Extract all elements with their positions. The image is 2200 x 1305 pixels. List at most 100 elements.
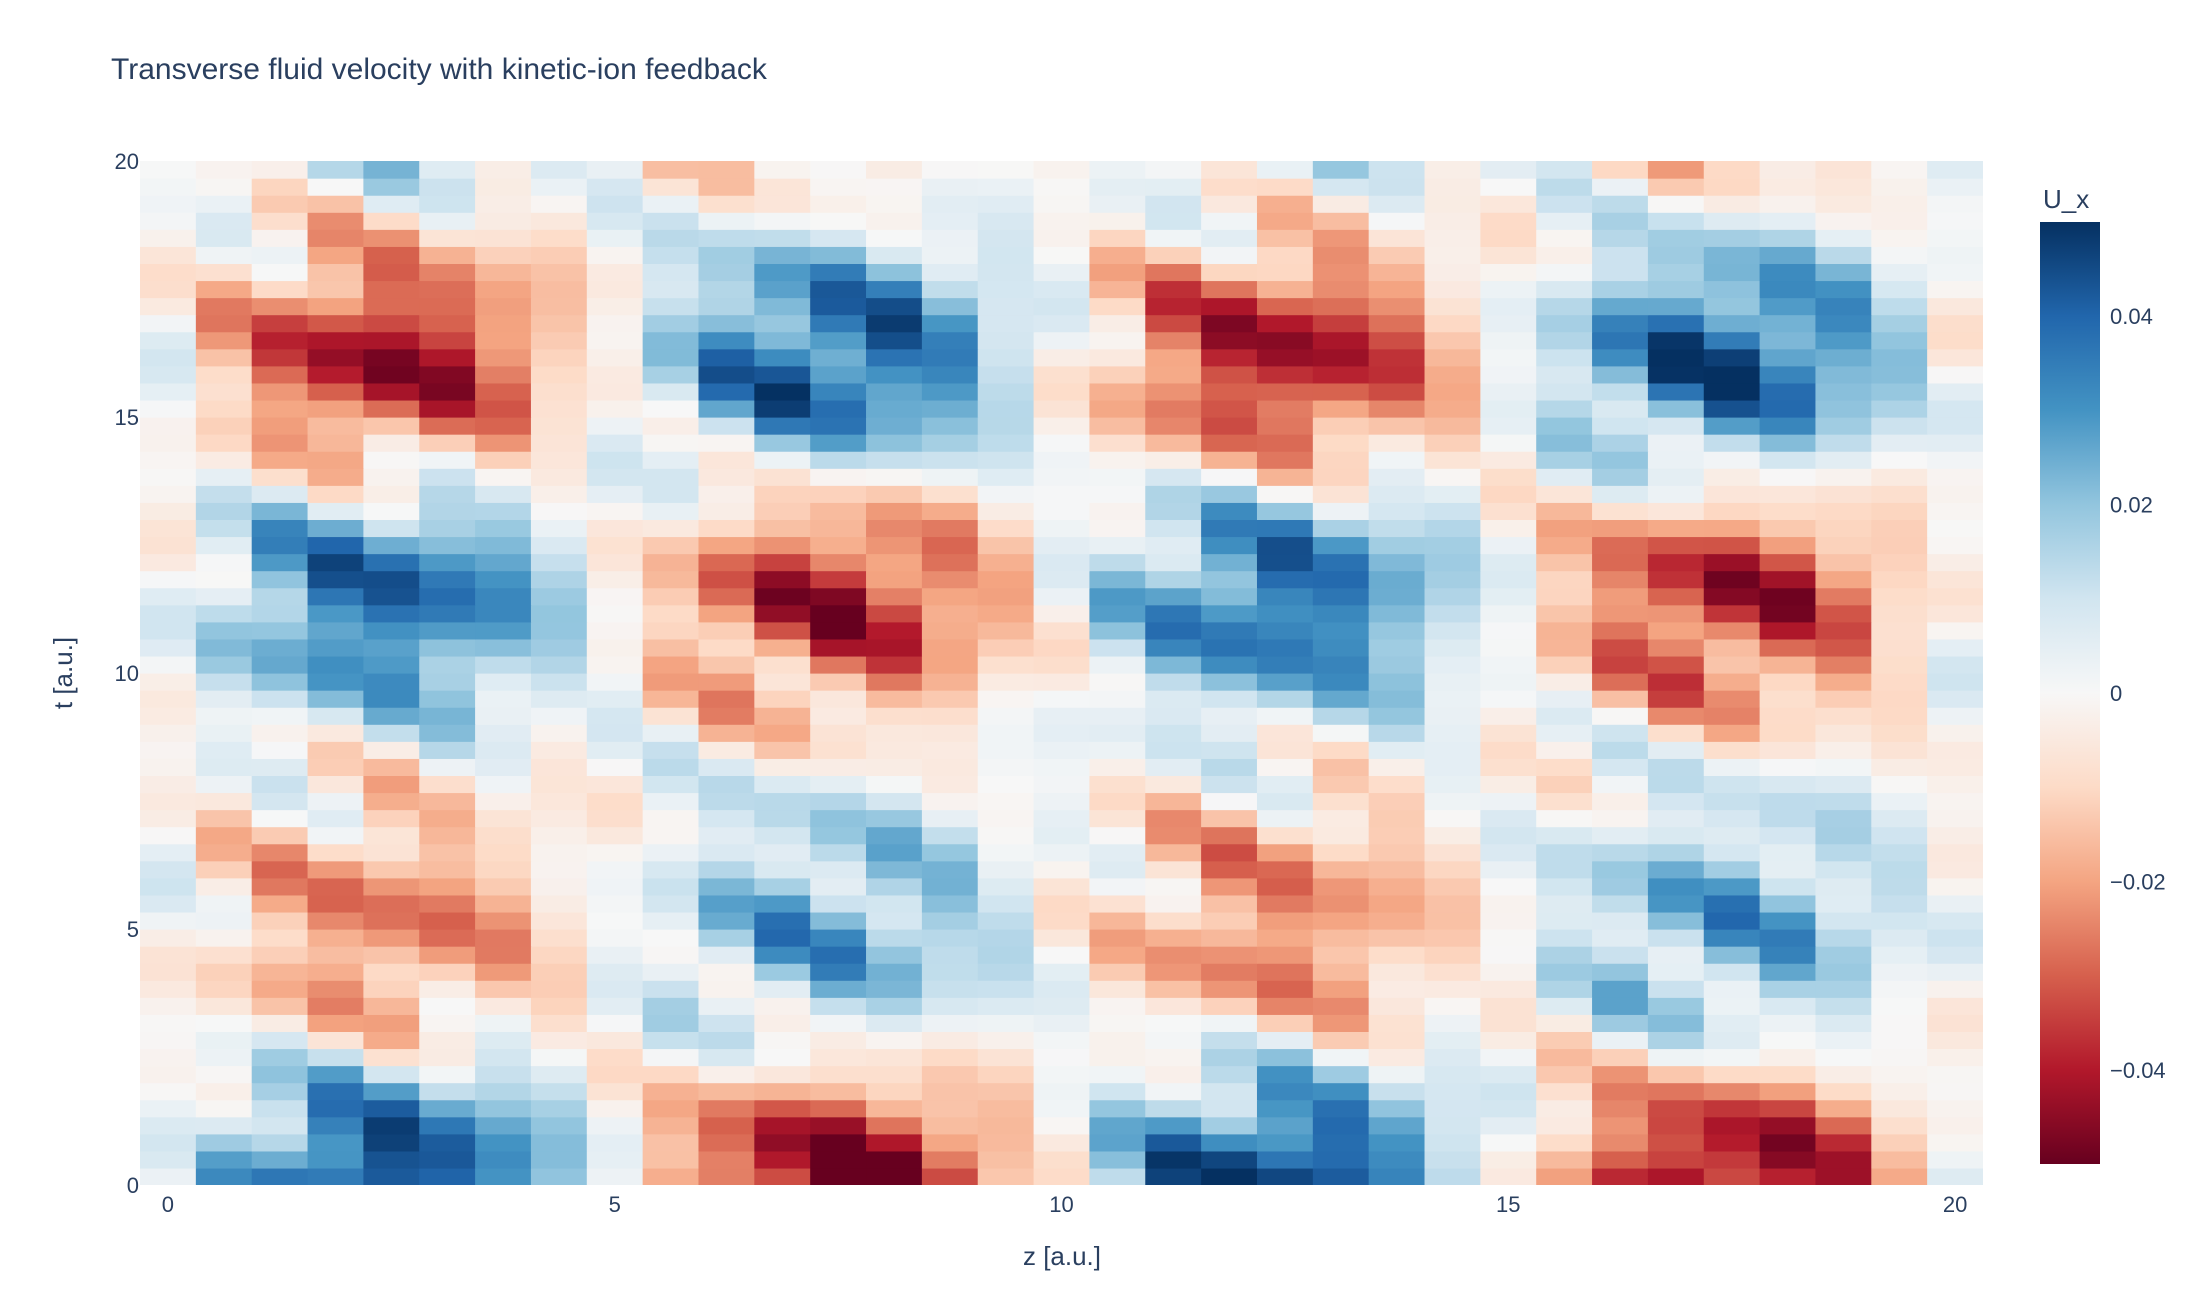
heatmap-cell <box>1256 690 1314 708</box>
heatmap-cell <box>1871 536 1928 555</box>
y-tick-label: 5 <box>127 917 139 942</box>
heatmap-cell <box>1424 877 1481 896</box>
heatmap-cell <box>754 195 811 213</box>
heatmap-cell <box>1703 1099 1761 1118</box>
heatmap-cell <box>1592 621 1649 640</box>
heatmap-cell <box>810 348 867 367</box>
heatmap-cell <box>754 843 811 862</box>
heatmap-cell <box>1145 894 1202 913</box>
heatmap-cell <box>698 314 755 333</box>
heatmap-cell <box>1312 946 1370 964</box>
heatmap-cell <box>1312 1133 1370 1152</box>
heatmap-cell <box>1703 1167 1761 1185</box>
heatmap-cell <box>754 1167 811 1185</box>
heatmap-cell <box>1033 178 1091 196</box>
heatmap-cell <box>698 246 755 264</box>
heatmap-cell <box>754 877 811 896</box>
heatmap-cell <box>251 587 309 606</box>
heatmap-cell <box>1089 161 1146 179</box>
heatmap-cell <box>1033 417 1091 435</box>
heatmap-cell <box>475 485 532 503</box>
heatmap-cell <box>1703 843 1761 862</box>
heatmap-cell <box>1536 280 1593 299</box>
heatmap-cell <box>1703 946 1761 964</box>
heatmap-cell <box>1871 1048 1928 1067</box>
heatmap-cell <box>140 365 197 384</box>
heatmap-cell <box>140 519 197 538</box>
heatmap-cell <box>698 911 755 930</box>
heatmap-cell <box>1703 1065 1761 1084</box>
heatmap-cell <box>1927 348 1983 367</box>
heatmap-cell <box>1256 1082 1314 1101</box>
heatmap-cell <box>1424 792 1481 811</box>
heatmap-cell <box>866 792 923 811</box>
heatmap-cell <box>1871 911 1928 930</box>
heatmap-cell <box>977 417 1035 435</box>
heatmap-cell <box>1927 1082 1983 1101</box>
heatmap-cell <box>1480 1048 1537 1067</box>
heatmap-cell <box>1089 178 1146 196</box>
heatmap-cell <box>1201 826 1258 845</box>
heatmap-cell <box>1480 604 1537 623</box>
heatmap-cell <box>1145 417 1202 435</box>
heatmap-cell <box>1536 877 1593 896</box>
heatmap-cell <box>1927 724 1983 742</box>
heatmap-cell <box>1368 997 1426 1015</box>
heatmap-cell <box>1480 451 1537 469</box>
heatmap-cell <box>754 621 811 640</box>
heatmap-cell <box>251 809 309 828</box>
heatmap-cell <box>307 468 364 486</box>
heatmap-cell <box>698 434 755 452</box>
heatmap-cell <box>810 382 867 401</box>
heatmap-cell <box>586 280 644 299</box>
heatmap-cell <box>1871 570 1928 589</box>
heatmap-cell <box>140 946 197 964</box>
heatmap-cell <box>1256 212 1314 230</box>
heatmap-cell <box>1145 911 1202 930</box>
heatmap-cell <box>1089 673 1146 691</box>
heatmap-cell <box>1033 382 1091 401</box>
heatmap-cell <box>642 348 700 367</box>
heatmap-cell <box>1647 587 1705 606</box>
heatmap-cell <box>363 877 420 896</box>
heatmap-cell <box>140 980 197 998</box>
heatmap-cell <box>419 348 476 367</box>
heatmap-cell <box>1592 229 1649 247</box>
heatmap-cell <box>586 775 644 794</box>
heatmap-cell <box>1424 638 1481 657</box>
heatmap-cell <box>1536 690 1593 708</box>
heatmap-cell <box>754 587 811 606</box>
heatmap-cell <box>1368 1099 1426 1118</box>
heatmap-cell <box>419 331 476 350</box>
heatmap-cell <box>1592 468 1649 486</box>
heatmap-cell <box>1927 1065 1983 1084</box>
x-axis-ticks: 0 5 10 15 20 <box>162 1192 1968 1217</box>
heatmap-cell <box>1871 178 1928 196</box>
heatmap-cell <box>1368 161 1426 179</box>
heatmap-cell <box>977 724 1035 742</box>
heatmap-cell <box>307 314 364 333</box>
heatmap-cell <box>475 468 532 486</box>
heatmap-cell <box>1815 604 1872 623</box>
heatmap-cell <box>419 161 476 179</box>
heatmap-cell <box>1703 229 1761 247</box>
heatmap-cell <box>642 536 700 555</box>
heatmap-cell <box>140 502 197 520</box>
heatmap-cell <box>1145 860 1202 879</box>
heatmap-cell <box>419 980 476 998</box>
heatmap-cell <box>1089 1082 1146 1101</box>
heatmap-cell <box>1368 399 1426 418</box>
heatmap-cell <box>1424 161 1481 179</box>
heatmap-cell <box>1089 1116 1146 1135</box>
heatmap-cell <box>1256 724 1314 742</box>
heatmap-cell <box>754 280 811 299</box>
heatmap-cell <box>810 792 867 811</box>
heatmap-cell <box>1424 980 1481 998</box>
heatmap-cell <box>251 724 309 742</box>
heatmap-cell <box>1145 638 1202 657</box>
heatmap-cell <box>363 911 420 930</box>
heatmap-cell <box>363 417 420 435</box>
heatmap-cell <box>1871 280 1928 299</box>
heatmap-cell <box>419 1082 476 1101</box>
heatmap-cell <box>1536 399 1593 418</box>
